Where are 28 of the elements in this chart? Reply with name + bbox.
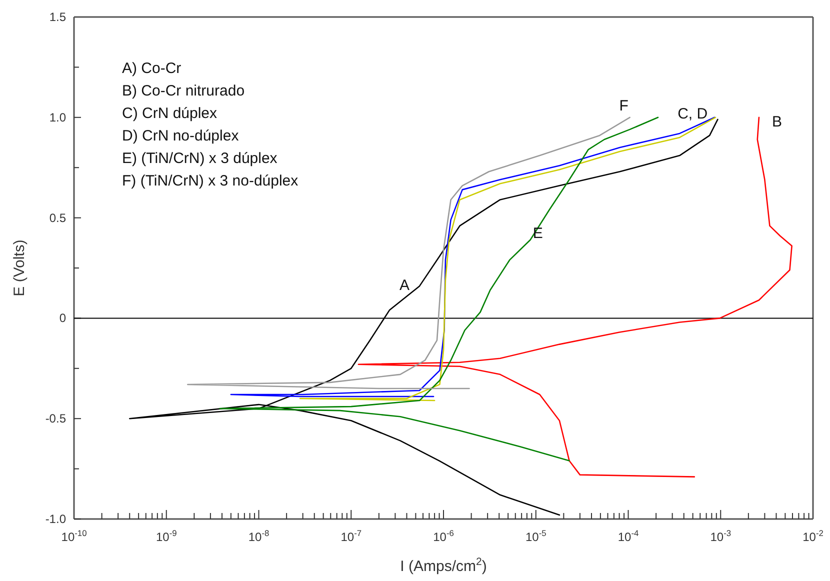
y-axis-title: E (Volts) <box>11 240 28 296</box>
annotation: E <box>532 224 543 242</box>
y-tick-label: 0 <box>59 311 66 326</box>
annotation: D) CrN no-dúplex <box>122 128 240 144</box>
annotation: B) Co-Cr nitrurado <box>122 82 245 100</box>
x-tick-label: 10$^{-3}$ <box>710 528 732 544</box>
x-tick-label: 10$^{-6}$ <box>433 528 454 544</box>
x-tick-label: 10$^{-2}$ <box>802 528 824 544</box>
x-tick-label: 10$^{-5}$ <box>525 528 547 544</box>
x-tick-label: 10$^{-10}$ <box>61 528 88 544</box>
annotation: E) (TiN/CrN) x 3 dúplex <box>122 150 278 167</box>
x-tick-label: 10$^{-4}$ <box>618 528 639 544</box>
y-tick-label: 1.0 <box>49 110 66 124</box>
x-tick-label: 10$^{-7}$ <box>340 528 362 544</box>
annotation: F <box>619 97 628 114</box>
y-tick-label: 0.5 <box>49 210 66 225</box>
annotation: F) (TiN/CrN) x 3 no-dúplex <box>122 172 299 190</box>
annotation: C) CrN dúplex <box>122 105 218 122</box>
x-tick-label: 10$^{-8}$ <box>248 528 270 544</box>
x-tick-label: 10$^{-9}$ <box>156 528 178 544</box>
y-tick-label: -0.5 <box>45 412 66 426</box>
annotation: C, D <box>678 105 708 122</box>
y-tick-label: 1.5 <box>49 10 66 24</box>
y-tick-label: -1.0 <box>45 512 66 526</box>
annotation: A) Co-Cr <box>122 60 182 77</box>
x-axis-title: I (Amps/cm$^{2}$) <box>400 556 487 575</box>
annotation: A <box>400 277 410 294</box>
annotation: B <box>772 113 782 130</box>
